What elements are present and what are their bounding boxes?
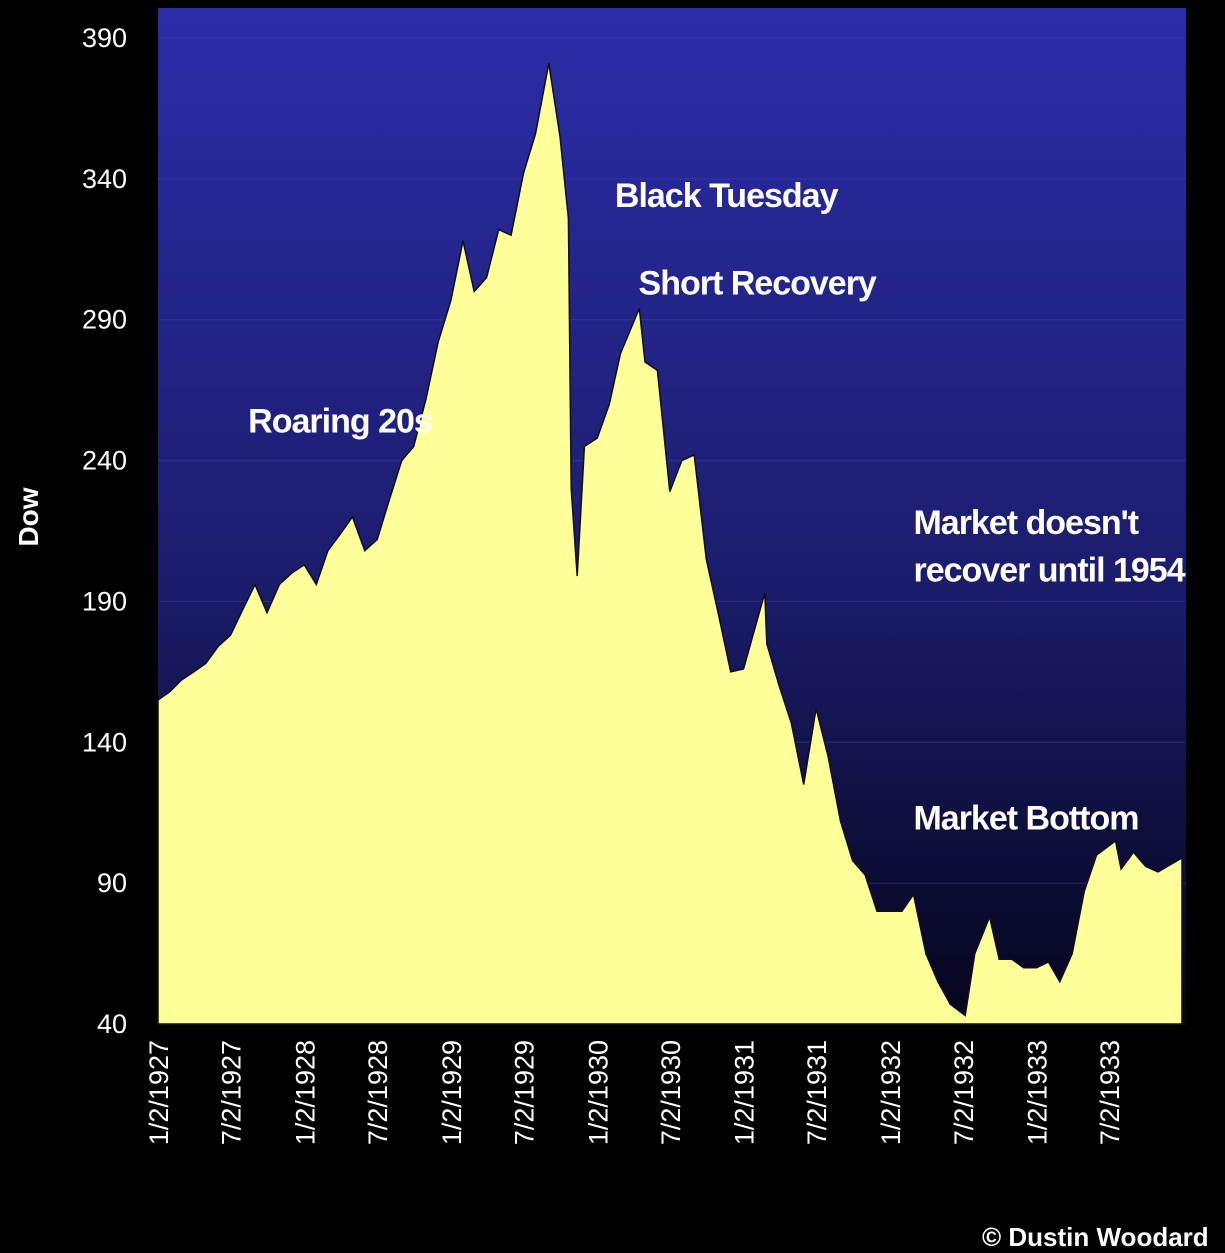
credit-text: © Dustin Woodard xyxy=(982,1222,1209,1252)
y-axis-label: Dow xyxy=(13,487,44,546)
x-tick-label: 7/2/1928 xyxy=(363,1040,393,1145)
x-tick-label: 7/2/1932 xyxy=(949,1040,979,1145)
y-tick-label: 290 xyxy=(82,305,127,335)
x-tick-label: 7/2/1933 xyxy=(1095,1040,1125,1145)
annotation-label: Short Recovery xyxy=(639,264,877,302)
x-tick-label: 7/2/1929 xyxy=(510,1040,540,1145)
x-tick-label: 1/2/1930 xyxy=(583,1040,613,1145)
x-axis-ticks: 1/2/1927 7/2/1927 1/2/1928 7/2/1928 1/2/1929… xyxy=(144,1040,1125,1145)
x-tick-label: 1/2/1933 xyxy=(1023,1040,1053,1145)
x-tick-label: 7/2/1931 xyxy=(802,1040,832,1145)
y-tick-label: 190 xyxy=(82,586,127,616)
annotation-label: Market Bottom xyxy=(913,800,1138,838)
annotations: Roaring 20s Black Tuesday Short Recovery Ma… xyxy=(248,177,1187,838)
y-tick-label: 240 xyxy=(82,446,127,476)
dow-area-series xyxy=(157,63,1183,1025)
annotation-label: Market doesn't xyxy=(913,504,1138,542)
y-tick-label: 340 xyxy=(82,164,127,194)
annotation-label: Black Tuesday xyxy=(615,177,839,215)
x-tick-label: 1/2/1931 xyxy=(730,1040,760,1145)
x-tick-label: 7/2/1930 xyxy=(656,1040,686,1145)
y-tick-label: 140 xyxy=(82,727,127,757)
annotation-label: recover until 1954 xyxy=(913,552,1185,590)
y-tick-label: 40 xyxy=(97,1009,127,1039)
annotation-label: Roaring 20s xyxy=(248,402,432,440)
y-axis-ticks: 390 340 290 240 190 140 90 40 xyxy=(82,23,127,1039)
y-tick-label: 90 xyxy=(97,868,127,898)
credit: © Dustin Woodard xyxy=(982,1222,1209,1252)
x-tick-label: 7/2/1927 xyxy=(217,1040,247,1145)
x-tick-label: 1/2/1929 xyxy=(437,1040,467,1145)
y-tick-label: 390 xyxy=(82,23,127,53)
x-tick-label: 1/2/1928 xyxy=(290,1040,320,1145)
x-tick-label: 1/2/1927 xyxy=(144,1040,174,1145)
x-tick-label: 1/2/1932 xyxy=(876,1040,906,1145)
